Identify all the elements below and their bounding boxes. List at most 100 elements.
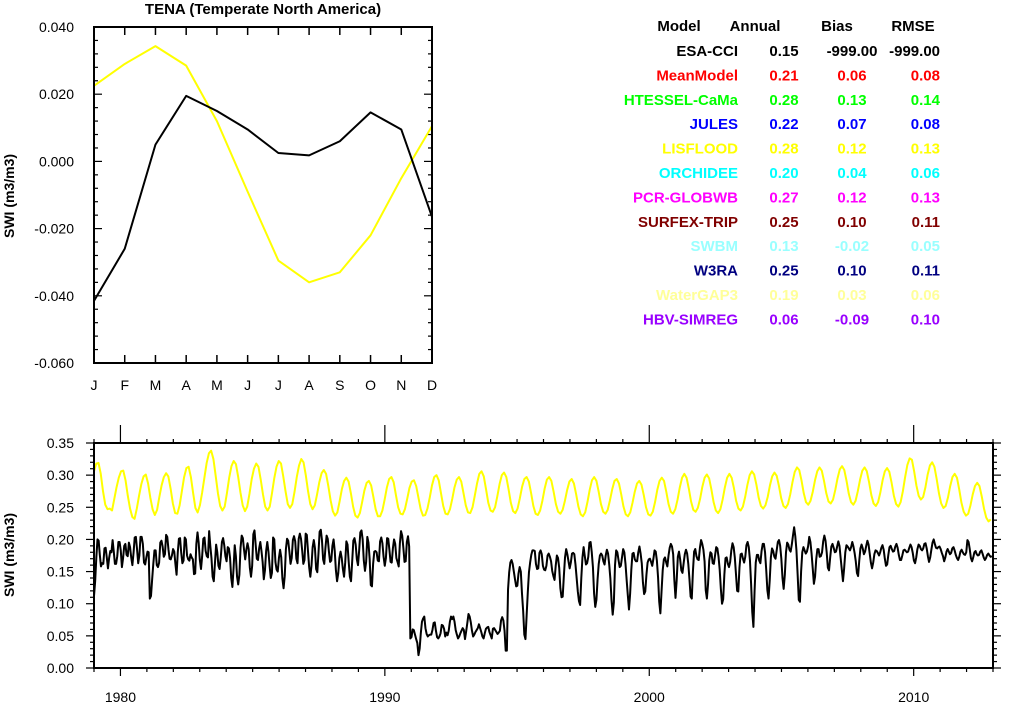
legend-rows: ESA-CCI 0.15 -999.00 -999.00 MeanModel 0.21 0.… — [624, 43, 941, 328]
x-tick-label: D — [427, 377, 437, 393]
x-tick-labels: 1980 1990 2000 2010 — [105, 689, 930, 705]
legend-model-name: SURFEX-TRIP — [638, 214, 738, 231]
axis-ticks — [93, 26, 433, 364]
legend-row: MeanModel 0.21 0.06 0.08 — [656, 67, 940, 84]
legend-rmse-value: 0.11 — [912, 263, 940, 280]
y-tick-label: 0.000 — [39, 153, 74, 169]
legend-annual-value: 0.22 — [769, 116, 798, 133]
series-line — [93, 449, 992, 523]
y-tick-label: 0.00 — [47, 660, 74, 676]
x-tick-label: A — [304, 377, 314, 393]
y-tick-label: 0.25 — [47, 499, 74, 515]
series-line — [93, 526, 993, 657]
legend-bias-value: 0.07 — [837, 116, 866, 133]
legend-header-annual: Annual — [730, 18, 781, 35]
legend-model-name: SWBM — [691, 238, 739, 255]
legend-rmse-value: 0.05 — [911, 238, 940, 255]
y-tick-labels: 0.00 0.05 0.10 0.15 0.20 0.25 0.30 0.35 — [47, 435, 74, 676]
x-tick-label: 2000 — [634, 689, 665, 705]
y-tick-label: 0.35 — [47, 435, 74, 451]
legend-row: HBV-SIMREG 0.06 -0.09 0.10 — [643, 311, 940, 328]
legend-row: SURFEX-TRIP 0.25 0.10 0.11 — [638, 214, 940, 231]
y-tick-labels: 0.040 0.020 0.000 -0.020 -0.040 -0.060 — [34, 19, 74, 371]
legend-bias-value: -0.09 — [835, 311, 869, 328]
legend-header-bias: Bias — [821, 18, 853, 35]
legend-bias-value: 0.03 — [837, 287, 866, 304]
legend-rmse-value: 0.08 — [911, 116, 940, 133]
legend-row: ORCHIDEE 0.20 0.04 0.06 — [659, 165, 940, 182]
legend-annual-value: 0.19 — [769, 287, 798, 304]
legend-row: JULES 0.22 0.07 0.08 — [690, 116, 940, 133]
legend-rmse-value: -999.00 — [889, 43, 940, 60]
y-axis-label: SWI (m3/m3) — [1, 513, 17, 597]
x-tick-label: F — [120, 377, 129, 393]
x-tick-label: J — [91, 377, 98, 393]
y-tick-label: 0.20 — [47, 531, 74, 547]
legend-model-name: HTESSEL-CaMa — [624, 92, 739, 109]
y-tick-label: 0.15 — [47, 564, 74, 580]
legend-rmse-value: 0.13 — [911, 141, 940, 158]
legend-model-name: LISFLOOD — [662, 141, 738, 158]
legend-annual-value: 0.06 — [769, 311, 798, 328]
legend-model-name: MeanModel — [656, 67, 738, 84]
legend-rmse-value: 0.06 — [911, 287, 940, 304]
legend-bias-value: 0.12 — [837, 141, 866, 158]
x-tick-label: J — [244, 377, 251, 393]
x-tick-label: 2010 — [898, 689, 929, 705]
legend-model-name: WaterGAP3 — [656, 287, 738, 304]
y-tick-label: 0.30 — [47, 467, 74, 483]
legend-model-name: W3RA — [694, 263, 738, 280]
legend-rmse-value: 0.08 — [911, 67, 940, 84]
legend-bias-value: -0.02 — [835, 238, 869, 255]
x-tick-label: M — [211, 377, 223, 393]
legend-bias-value: 0.12 — [837, 189, 866, 206]
legend-bias-value: 0.04 — [837, 165, 867, 182]
legend-bias-value: 0.06 — [837, 67, 866, 84]
x-tick-label: S — [335, 377, 344, 393]
legend-row: SWBM 0.13 -0.02 0.05 — [691, 238, 941, 255]
y-axis-label: SWI (m3/m3) — [1, 154, 17, 238]
legend-header-model: Model — [657, 18, 700, 35]
x-tick-label: N — [396, 377, 406, 393]
legend-bias-value: 0.13 — [837, 92, 866, 109]
legend-row: LISFLOOD 0.28 0.12 0.13 — [662, 141, 940, 158]
x-tick-label: O — [365, 377, 376, 393]
legend-bias-value: -999.00 — [827, 43, 878, 60]
x-tick-label: J — [275, 377, 282, 393]
legend-annual-value: 0.25 — [769, 263, 798, 280]
legend-annual-value: 0.27 — [769, 189, 798, 206]
x-tick-label: 1980 — [105, 689, 136, 705]
x-tick-label: 1990 — [369, 689, 400, 705]
series-lines — [93, 45, 433, 302]
legend-table: Model Annual Bias RMSE ESA-CCI 0.15 -999.0… — [624, 18, 941, 328]
legend-annual-value: 0.25 — [769, 214, 798, 231]
legend-model-name: PCR-GLOBWB — [633, 189, 738, 206]
legend-rmse-value: 0.14 — [911, 92, 941, 109]
legend-rmse-value: 0.13 — [911, 189, 940, 206]
plot-frame — [93, 442, 994, 669]
legend-annual-value: 0.20 — [769, 165, 798, 182]
legend-model-name: JULES — [690, 116, 738, 133]
legend-rmse-value: 0.06 — [911, 165, 940, 182]
legend-row: PCR-GLOBWB 0.27 0.12 0.13 — [633, 189, 940, 206]
y-tick-label: 0.020 — [39, 86, 74, 102]
legend-bias-value: 0.10 — [837, 214, 866, 231]
monthly-climatology-plot: TENA (Temperate North America) SWI (m3/m… — [1, 1, 437, 393]
y-tick-label: 0.05 — [47, 628, 74, 644]
y-tick-label: -0.020 — [34, 221, 74, 237]
y-tick-label: 0.10 — [47, 596, 74, 612]
legend-bias-value: 0.10 — [837, 263, 866, 280]
legend-row: HTESSEL-CaMa 0.28 0.13 0.14 — [624, 92, 941, 109]
legend-annual-value: 0.28 — [769, 92, 798, 109]
legend-annual-value: 0.13 — [769, 238, 798, 255]
x-tick-label: M — [150, 377, 162, 393]
chart-title: TENA (Temperate North America) — [145, 1, 381, 18]
series-lines — [93, 449, 993, 657]
legend-row: ESA-CCI 0.15 -999.00 -999.00 — [676, 43, 940, 60]
y-tick-label: -0.060 — [34, 355, 74, 371]
legend-model-name: ORCHIDEE — [659, 165, 738, 182]
plot-frame — [93, 26, 433, 364]
legend-rmse-value: 0.10 — [911, 311, 940, 328]
